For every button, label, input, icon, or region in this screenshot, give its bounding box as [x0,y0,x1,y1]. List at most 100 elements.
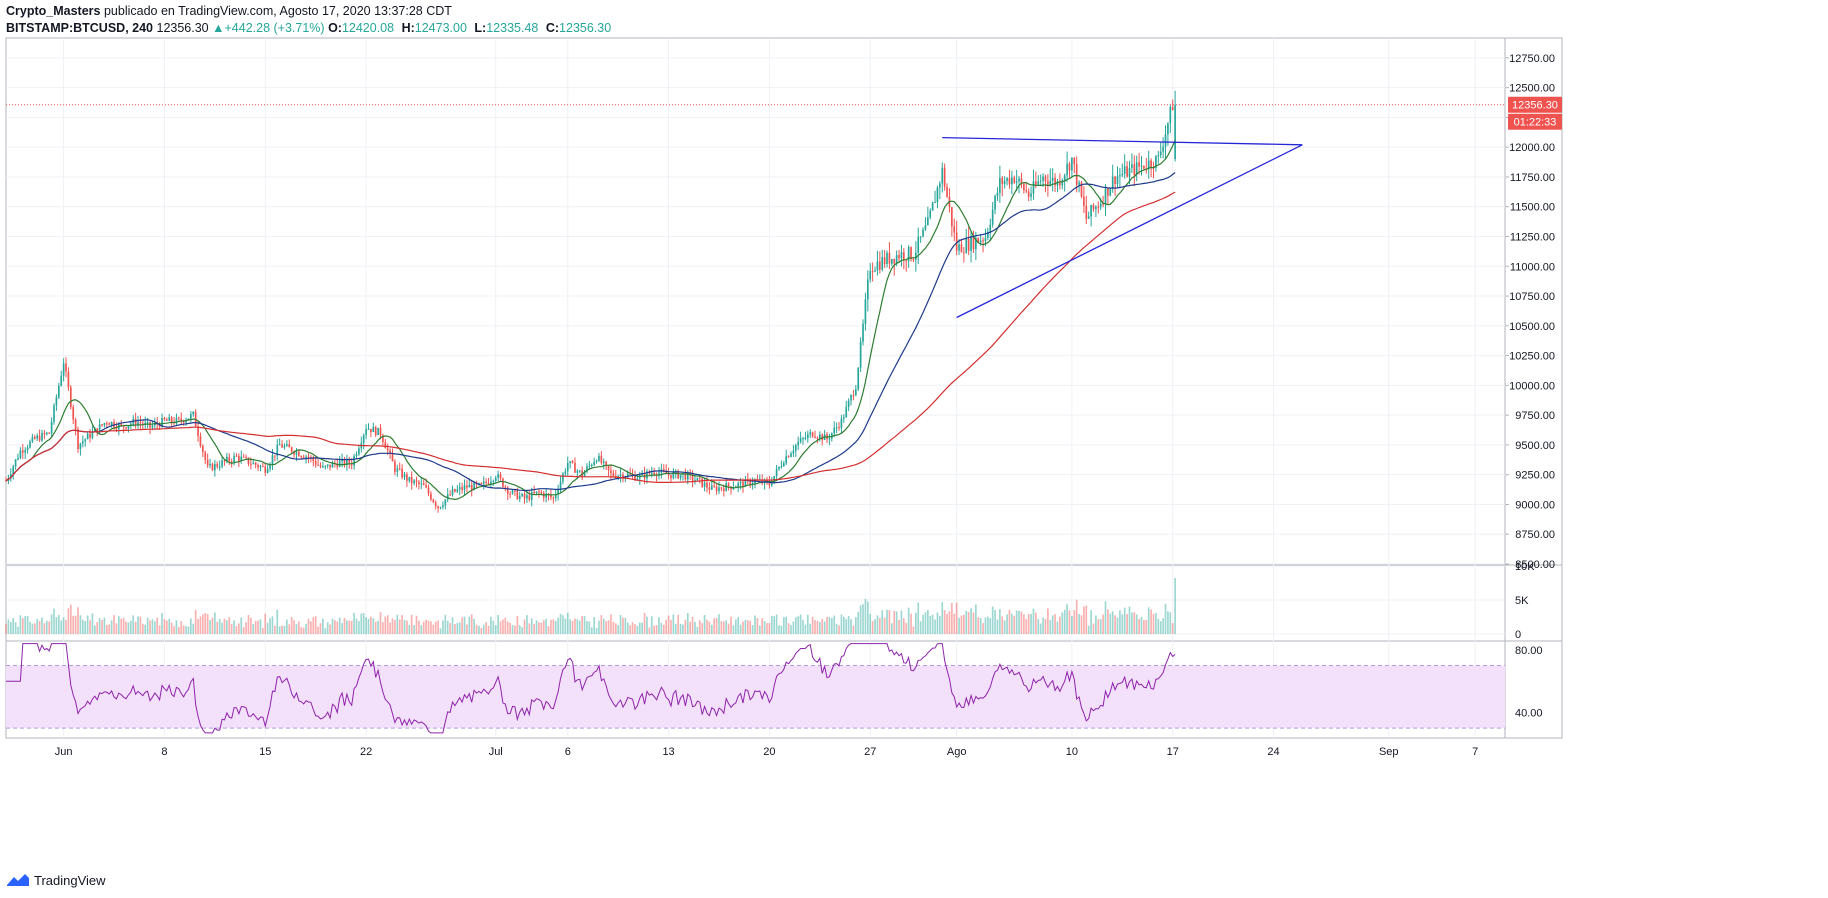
x-tick-label: Sep [1379,746,1399,758]
volume-bar [617,625,620,634]
volume-bar [1066,604,1068,634]
candle-body [1102,203,1104,205]
volume-bar [874,619,876,634]
candle-body [963,252,965,254]
volume-bar [866,601,869,634]
candle-body [1174,104,1176,160]
candle-body [1047,181,1049,185]
candle-body [564,471,567,474]
volume-bar [103,617,106,634]
volume-bar [614,623,617,634]
candle-body [958,244,960,251]
volume-bar [999,609,1001,634]
volume-bar [888,610,891,634]
candle-body [1032,181,1035,194]
candle-body [209,464,211,466]
candle-body [98,424,101,433]
candle-body [1051,177,1054,181]
volume-bar [905,622,908,634]
volume-bar [310,621,312,634]
candle-body [1150,160,1152,168]
candle-body [996,192,999,197]
candle-body [794,445,797,451]
volume-bar [566,612,569,634]
volume-bar [1075,599,1078,634]
volume-bar [1114,615,1116,634]
candle-body [377,427,379,436]
volume-bar [528,623,531,634]
volume-bar [478,625,480,634]
candle-body [204,452,207,460]
volume-bar [137,616,139,634]
volume-bar [785,616,788,634]
candle-body [24,450,27,453]
candle-body [401,468,403,478]
candle-body [797,441,800,446]
volume-bar [190,618,192,634]
volume-bar [612,621,615,634]
candle-body [185,420,187,423]
volume-tick-label: 0 [1515,629,1521,641]
volume-bar [600,615,603,634]
candle-body [50,421,53,434]
candle-body [1025,190,1028,192]
candle-body [120,424,123,426]
candle-body [835,427,838,429]
volume-bar [638,622,641,634]
candle-body [557,489,559,495]
volume-bar [571,620,574,634]
candle-body [727,483,730,487]
volume-bar [324,628,327,634]
volume-bar [41,617,43,634]
tradingview-logo-icon[interactable] [6,872,30,888]
volume-bar [562,615,564,634]
candle-body [684,473,687,480]
candle-body [214,463,216,471]
candle-body [984,237,987,242]
volume-bar [254,620,257,634]
volume-bar [679,623,682,634]
volume-bar [466,624,468,634]
candle-body [180,418,183,421]
volume-bar [1128,606,1131,634]
chart-area[interactable]: Jun 8 15 22 Jul 6 13 20 27 Ago 10 17 24 Sep 7 12750.00 1… [0,0,1828,862]
volume-bar [1011,613,1013,634]
candle-body [293,451,295,455]
symbol-line: BITSTAMP:BTCUSD, 240 12356.30 ▲+442.28 (… [6,20,615,37]
volume-bar [319,623,322,634]
author-name[interactable]: Crypto_Masters [6,4,101,18]
volume-bar [482,624,485,634]
candle-body [1063,175,1066,181]
symbol-label[interactable]: BITSTAMP:BTCUSD, 240 [6,21,154,35]
volume-bar [941,602,944,634]
candle-body [574,462,576,473]
candle-body [890,259,893,264]
candle-body [629,473,632,475]
volume-bar [98,618,101,634]
volume-bar [987,616,989,634]
volume-bar [732,625,735,634]
candle-body [151,425,154,428]
candle-body [927,217,929,226]
volume-bar [1099,619,1102,634]
volume-bar [461,617,463,634]
volume-bar [278,626,281,634]
candle-body [211,464,214,471]
volume-bar [153,621,156,634]
candle-body [550,494,552,498]
candle-body [566,463,569,472]
volume-bar [523,619,526,634]
volume-bar [854,617,857,634]
volume-bar [511,625,514,634]
volume-bar [794,617,797,634]
volume-bar [674,623,677,634]
footer-brand[interactable]: TradingView [34,872,106,888]
candle-body [406,474,408,481]
y-tick-label: 8750.00 [1515,529,1555,541]
volume-bar [1085,605,1088,634]
volume-bar [538,622,540,634]
candle-body [425,485,427,488]
candle-body [526,495,528,499]
candle-body [586,466,588,472]
candle-body [53,405,55,422]
